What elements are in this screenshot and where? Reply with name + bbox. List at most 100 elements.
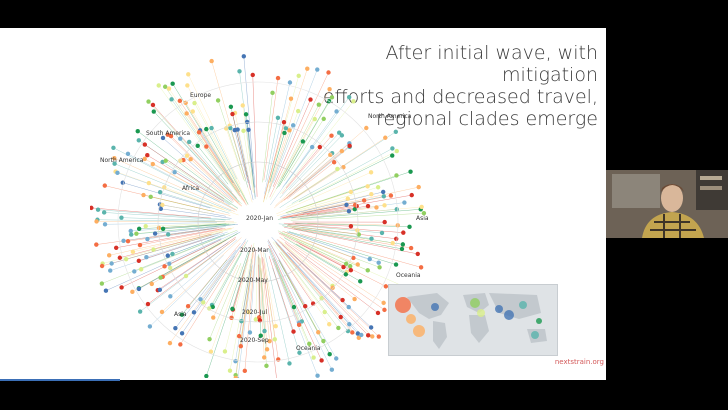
tree-tip (352, 296, 357, 302)
tree-branch (193, 238, 247, 313)
tree-branch (277, 230, 368, 271)
tree-tip (282, 130, 287, 136)
tree-branch (279, 233, 347, 273)
tree-tip (336, 325, 341, 331)
tree-branch (139, 249, 222, 312)
tree-tip (145, 236, 150, 242)
tree-tip (375, 310, 381, 316)
tree-branch (290, 212, 424, 221)
tree-tip (211, 315, 216, 320)
webcam-video (606, 170, 728, 238)
tree-branch (282, 230, 354, 259)
tree-branch (286, 162, 335, 200)
tree-branch (167, 134, 239, 203)
tree-tip (316, 330, 321, 335)
tree-tip (374, 205, 379, 210)
tree-tip (339, 133, 345, 138)
tree-tip (162, 84, 168, 89)
tree-branch (109, 227, 232, 256)
presentation-slide: After initial wave, with mitigation effo… (0, 28, 606, 380)
tree-tip (287, 128, 292, 133)
tree-tip (149, 281, 154, 287)
tree-tip (235, 127, 240, 132)
tree-branch (242, 105, 255, 194)
tree-tip (210, 304, 215, 310)
tree-branch (272, 241, 325, 313)
tree-branch (286, 233, 358, 265)
tree-tip (237, 69, 242, 74)
tree-tip (179, 312, 185, 317)
tree-tip (244, 119, 250, 125)
tree-tip (326, 70, 331, 75)
tree-branch (263, 78, 279, 181)
tree-tip (160, 226, 166, 231)
tree-tip (345, 196, 351, 201)
tree-branch (286, 231, 370, 260)
tree-tip (331, 160, 337, 165)
tree-tip (151, 247, 156, 252)
tree-branch (288, 252, 373, 337)
tree-tip (112, 161, 117, 166)
tree-branch (282, 195, 391, 218)
tree-tip (267, 339, 272, 344)
tree-branch (272, 267, 300, 353)
tree-tip (162, 264, 167, 269)
tree-tip (336, 130, 342, 135)
tree-tip (208, 349, 214, 354)
tree-label-date-jul: 2020-Jul (242, 309, 267, 316)
tree-tip (370, 334, 375, 339)
tree-branch (271, 237, 359, 334)
tree-label-south-america: South America (146, 130, 190, 137)
tree-tip (137, 309, 143, 314)
tree-branch (275, 266, 314, 358)
tree-tip (146, 180, 152, 186)
tree-branch (96, 221, 234, 223)
tree-tip (178, 342, 183, 347)
tree-label-north-america-left: North America (100, 157, 144, 164)
tree-branch (209, 244, 246, 309)
tree-branch (113, 147, 221, 203)
tree-tip (321, 338, 326, 344)
tree-branch (278, 100, 330, 188)
tree-tip (241, 128, 246, 134)
tree-branch (258, 256, 260, 318)
tree-label-asia-left: Asia (174, 311, 187, 318)
tree-branch (206, 251, 249, 377)
tree-tip (151, 109, 156, 114)
tree-branch (268, 68, 308, 188)
tree-tip (419, 204, 424, 210)
tree-branch (299, 233, 422, 268)
tree-tip (123, 256, 129, 262)
tree-branch (258, 264, 261, 321)
tree-branch (279, 236, 385, 311)
tree-tip (170, 81, 175, 86)
tree-tip (327, 351, 332, 357)
playback-progress-bar (0, 379, 120, 381)
tree-tip (390, 240, 395, 246)
tree-tip (415, 251, 420, 257)
tree-tip (273, 323, 278, 329)
tree-tip (347, 264, 353, 269)
tree-tip (117, 255, 123, 260)
credit-nextstrain[interactable]: nextstrain.org (554, 358, 604, 366)
tree-label-oceania-right: Oceania (396, 272, 421, 279)
tree-branch (263, 75, 299, 203)
title-line-1: After initial wave, with mitigation (385, 42, 598, 86)
tree-branch (307, 222, 398, 226)
tree-tip (262, 355, 267, 360)
tree-tip (240, 103, 245, 108)
tree-branch (265, 117, 279, 182)
tree-tip (358, 279, 363, 284)
tree-branch (194, 102, 247, 201)
tree-tip (312, 116, 317, 122)
map-dot (431, 303, 439, 311)
time-ring (157, 121, 359, 323)
tree-branch (283, 145, 350, 201)
tree-tip (144, 254, 149, 260)
tree-branch (114, 163, 232, 212)
tree-tip (215, 98, 221, 103)
tree-branch (293, 166, 344, 200)
tree-tip (361, 198, 367, 203)
tree-branch (187, 243, 241, 307)
tree-tip (297, 350, 302, 355)
